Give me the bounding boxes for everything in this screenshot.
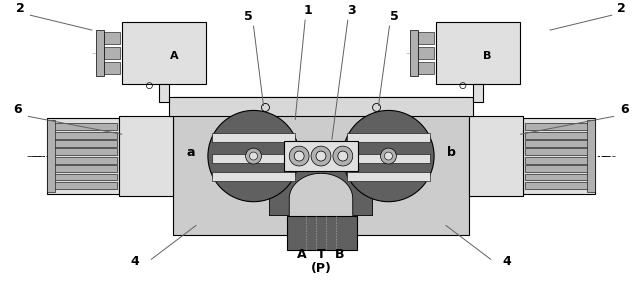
Bar <box>418 32 433 44</box>
Bar <box>169 96 473 116</box>
Text: 5: 5 <box>244 10 253 23</box>
Bar <box>159 84 169 101</box>
Bar <box>435 22 520 84</box>
Bar <box>119 116 173 196</box>
Text: b: b <box>447 146 455 159</box>
Bar <box>418 62 433 74</box>
Bar <box>104 62 120 74</box>
Polygon shape <box>270 158 372 216</box>
Bar <box>410 30 418 76</box>
Bar <box>49 148 117 155</box>
Bar <box>104 32 120 44</box>
Text: 2: 2 <box>16 2 25 15</box>
Circle shape <box>250 152 257 160</box>
Circle shape <box>385 152 392 160</box>
Text: 6: 6 <box>13 103 22 116</box>
Circle shape <box>208 110 299 202</box>
Bar <box>347 172 430 181</box>
Bar <box>212 154 295 163</box>
Bar <box>525 182 593 189</box>
Text: A: A <box>297 248 307 261</box>
Bar <box>49 123 117 130</box>
Bar <box>525 157 593 164</box>
Text: (P): (P) <box>311 262 331 275</box>
Text: 4: 4 <box>130 255 139 268</box>
Text: T: T <box>317 248 325 261</box>
Bar <box>525 148 593 155</box>
Bar <box>284 141 358 171</box>
Circle shape <box>381 148 396 164</box>
Circle shape <box>343 110 434 202</box>
Bar <box>122 22 207 84</box>
Ellipse shape <box>310 157 332 170</box>
Bar <box>48 120 55 192</box>
Bar <box>469 116 523 196</box>
Bar <box>525 132 593 139</box>
Text: 2: 2 <box>617 2 626 15</box>
Bar <box>212 133 295 142</box>
Bar <box>287 216 357 250</box>
Bar <box>104 47 120 59</box>
Bar <box>49 182 117 189</box>
Bar <box>212 172 295 181</box>
Bar <box>525 165 593 172</box>
Text: 5: 5 <box>390 10 399 23</box>
Text: A: A <box>170 51 178 61</box>
Circle shape <box>316 151 326 161</box>
Text: B: B <box>335 248 345 261</box>
Bar <box>49 157 117 164</box>
Bar <box>587 120 594 192</box>
Bar <box>49 174 117 181</box>
Circle shape <box>311 146 331 166</box>
Bar <box>48 118 119 194</box>
Text: 1: 1 <box>304 4 313 17</box>
Bar <box>523 118 594 194</box>
Circle shape <box>338 151 348 161</box>
Circle shape <box>246 148 261 164</box>
Circle shape <box>333 146 352 166</box>
Text: 4: 4 <box>502 255 511 268</box>
Bar <box>49 140 117 147</box>
Bar <box>173 96 469 235</box>
Text: B: B <box>483 51 492 61</box>
Bar <box>347 154 430 163</box>
Bar <box>525 174 593 181</box>
Bar <box>49 165 117 172</box>
Text: 3: 3 <box>347 4 356 17</box>
Bar <box>418 47 433 59</box>
Text: a: a <box>187 146 195 159</box>
Text: 6: 6 <box>620 103 629 116</box>
Circle shape <box>294 151 304 161</box>
Bar <box>96 30 104 76</box>
Circle shape <box>290 146 309 166</box>
Bar <box>347 133 430 142</box>
Bar <box>525 140 593 147</box>
Bar <box>525 123 593 130</box>
Bar <box>473 84 483 101</box>
Bar <box>49 132 117 139</box>
